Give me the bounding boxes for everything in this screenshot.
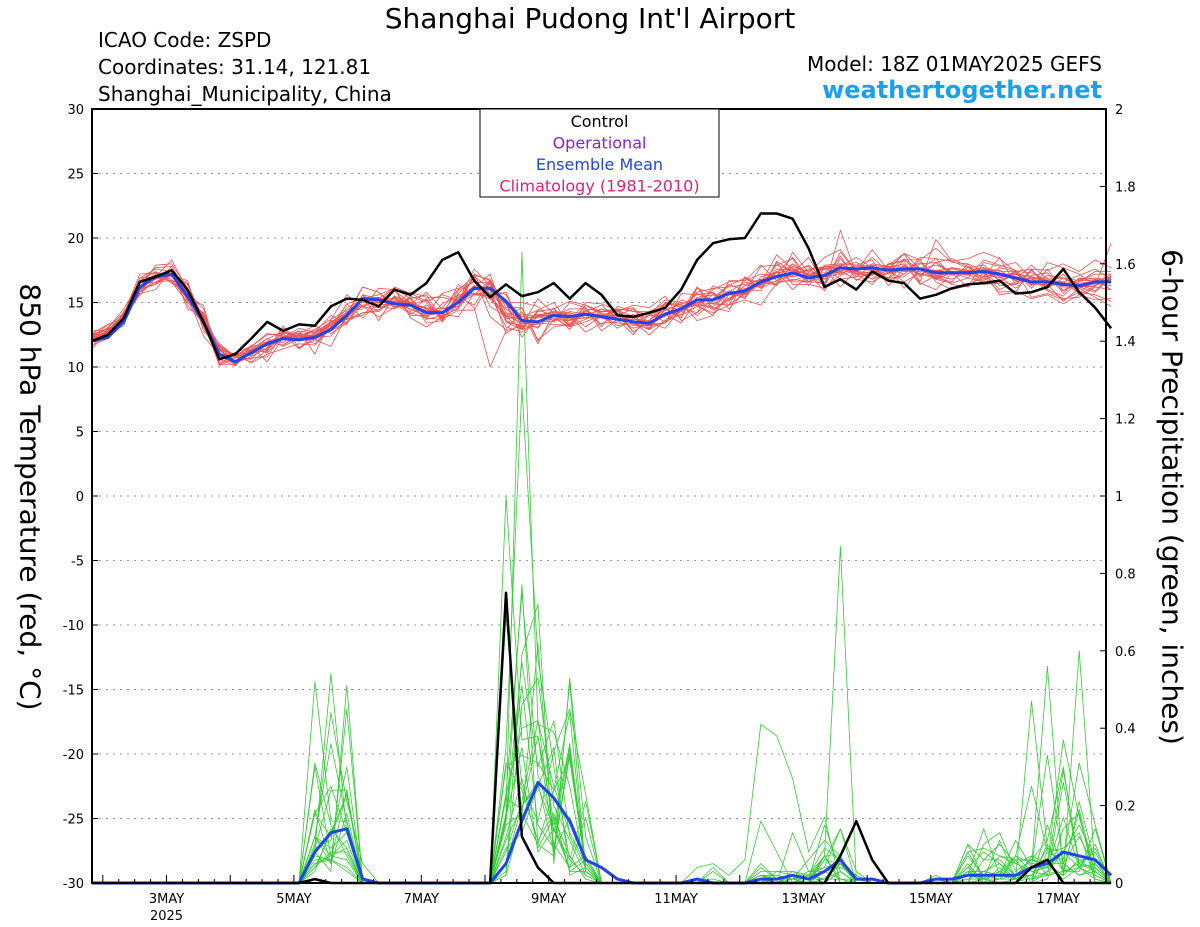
temp-member-line (91, 265, 1112, 355)
legend-entry: Control (571, 112, 629, 131)
precip-member-line (92, 642, 1112, 884)
y-tick-label-left: 15 (67, 297, 84, 312)
y-tick-label-right: 0.6 (1115, 645, 1136, 660)
icao-code: ICAO Code: ZSPD (98, 28, 272, 52)
y-tick-label-left: -25 (63, 813, 84, 828)
temp-member-line (91, 256, 1112, 364)
temp-member-line (91, 263, 1112, 367)
y-tick-label-left: -15 (63, 684, 84, 699)
precip-member-line (92, 758, 1112, 884)
y-tick-label-left: -5 (71, 555, 84, 570)
x-tick-label: 11MAY (654, 892, 698, 907)
precip-member-line (92, 650, 1112, 884)
precip-member-line (92, 604, 1112, 884)
temp-control-line (91, 212, 1113, 361)
y-tick-label-left: 25 (67, 168, 84, 183)
y-tick-label-right: 2 (1115, 103, 1123, 118)
y-tick-label-left: 20 (67, 232, 84, 247)
temp-member-line (91, 255, 1112, 356)
y-tick-label-left: -30 (63, 877, 84, 892)
site-link[interactable]: weathertogether.net (822, 76, 1102, 104)
precip-member-line (92, 685, 1112, 884)
y-tick-label-right: 1.2 (1115, 413, 1136, 428)
y-tick-label-right: 1.6 (1115, 258, 1136, 273)
legend-box (479, 108, 720, 198)
x-tick-label: 7MAY (404, 892, 439, 907)
y-tick-label-right: 0.8 (1115, 567, 1136, 582)
x-tick-label: 3MAY (149, 892, 184, 907)
precip-main-lines (92, 591, 1113, 885)
axes-ticks: 302520151050-5-10-15-20-25-3021.81.61.41… (63, 103, 1136, 924)
y-tick-label-left: 10 (67, 361, 84, 376)
legend: Control Operational Ensemble Mean Climatolo… (479, 108, 720, 198)
precip-member-line (92, 615, 1112, 884)
temp-member-line (91, 247, 1112, 356)
precip-member-line (92, 708, 1112, 884)
gridlines (92, 173, 1106, 819)
y-tick-label-left: 0 (76, 490, 84, 505)
temp-member-line (91, 267, 1112, 365)
temp-ensemble-mean-line (91, 266, 1112, 364)
page-title: Shanghai Pudong Int'l Airport (384, 2, 796, 35)
precip-member-line (92, 251, 1112, 884)
precip-member-line (92, 747, 1112, 884)
coordinates: Coordinates: 31.14, 121.81 (98, 55, 372, 79)
x-tick-label: 13MAY (782, 892, 826, 907)
x-tick-sublabel: 2025 (150, 909, 183, 924)
x-tick-label: 9MAY (531, 892, 566, 907)
precip-member-line (92, 495, 1112, 884)
precip-member-line (92, 387, 1112, 884)
legend-entry: Climatology (1981-2010) (499, 177, 699, 196)
temp-member-line (91, 268, 1112, 361)
precip-member-line (92, 735, 1112, 884)
y-tick-label-left: 5 (76, 426, 84, 441)
precip-member-line (92, 677, 1112, 884)
precip-member-line (92, 545, 1112, 884)
legend-entry: Operational (553, 134, 647, 153)
model-run: Model: 18Z 01MAY2025 GEFS (807, 52, 1102, 76)
precip-member-line (92, 584, 1112, 884)
y-tick-label-right: 0.2 (1115, 800, 1136, 815)
y-tick-label-right: 0.4 (1115, 722, 1136, 737)
temp-member-line (91, 264, 1112, 363)
precip-member-lines (92, 251, 1112, 884)
y-axis-label-right: 6-hour Precipitation (green, inches) (1155, 249, 1189, 745)
temp-main-lines (91, 212, 1113, 364)
temp-member-lines (91, 229, 1112, 368)
y-tick-label-right: 1.8 (1115, 180, 1136, 195)
y-tick-label-right: 0 (1115, 877, 1123, 892)
y-axis-label-left: 850 hPa Temperature (red, °C) (13, 283, 47, 711)
x-tick-label: 15MAY (909, 892, 953, 907)
precip-member-line (92, 762, 1112, 884)
legend-entry: Ensemble Mean (536, 155, 663, 174)
y-tick-label-right: 1 (1115, 490, 1123, 505)
precip-member-line (92, 592, 1112, 884)
y-tick-label-left: -10 (63, 619, 84, 634)
x-tick-label: 17MAY (1036, 892, 1080, 907)
y-tick-label-left: 30 (67, 103, 84, 118)
precip-member-line (92, 747, 1112, 884)
precip-control-line (92, 591, 1112, 885)
y-tick-label-left: -20 (63, 748, 84, 763)
x-tick-label: 5MAY (276, 892, 311, 907)
location: Shanghai_Municipality, China (98, 82, 392, 106)
precip-member-line (92, 720, 1112, 884)
y-tick-label-right: 1.4 (1115, 335, 1136, 350)
temp-member-line (91, 256, 1112, 365)
